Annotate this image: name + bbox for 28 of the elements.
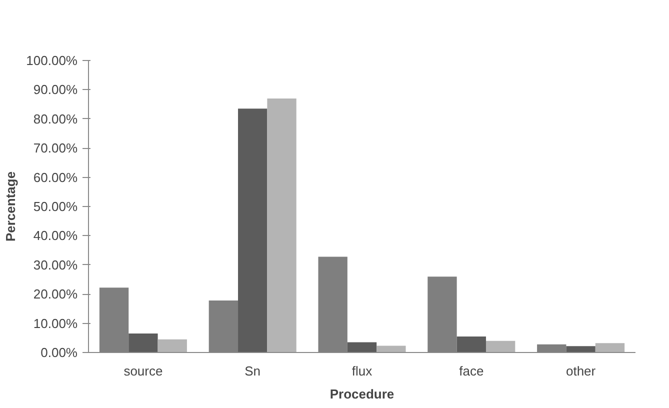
- x-tick-label: other: [566, 364, 596, 378]
- y-tick-label: 80.00%: [33, 111, 78, 126]
- bar: [267, 98, 296, 352]
- x-axis-title: Procedure: [330, 386, 394, 402]
- y-tick-label: 100.00%: [26, 53, 78, 68]
- x-tick-label: Sn: [244, 364, 261, 378]
- bar: [486, 340, 516, 352]
- y-axis-title: Percentage: [3, 171, 18, 242]
- y-tick-label: 0.00%: [40, 345, 78, 360]
- x-tick-label: source: [124, 364, 163, 378]
- y-tick-label: 10.00%: [33, 316, 78, 331]
- y-tick-label: 90.00%: [33, 82, 78, 98]
- bar: [456, 336, 486, 352]
- y-tick-label: 50.00%: [33, 199, 78, 214]
- bar: [158, 339, 187, 352]
- x-tick-label: flux: [352, 364, 373, 378]
- bar: [347, 342, 377, 352]
- bar: [595, 343, 625, 352]
- y-tick-label: 40.00%: [33, 228, 78, 244]
- bar: [376, 346, 406, 352]
- y-tick-label: 30.00%: [33, 257, 78, 272]
- bar: [566, 346, 596, 352]
- bar: [128, 334, 158, 352]
- y-tick-label: 60.00%: [33, 170, 78, 185]
- x-tick-label: face: [459, 364, 484, 378]
- y-tick-label: 20.00%: [33, 286, 78, 302]
- bar: [238, 108, 268, 352]
- y-tick-label: 70.00%: [33, 140, 78, 156]
